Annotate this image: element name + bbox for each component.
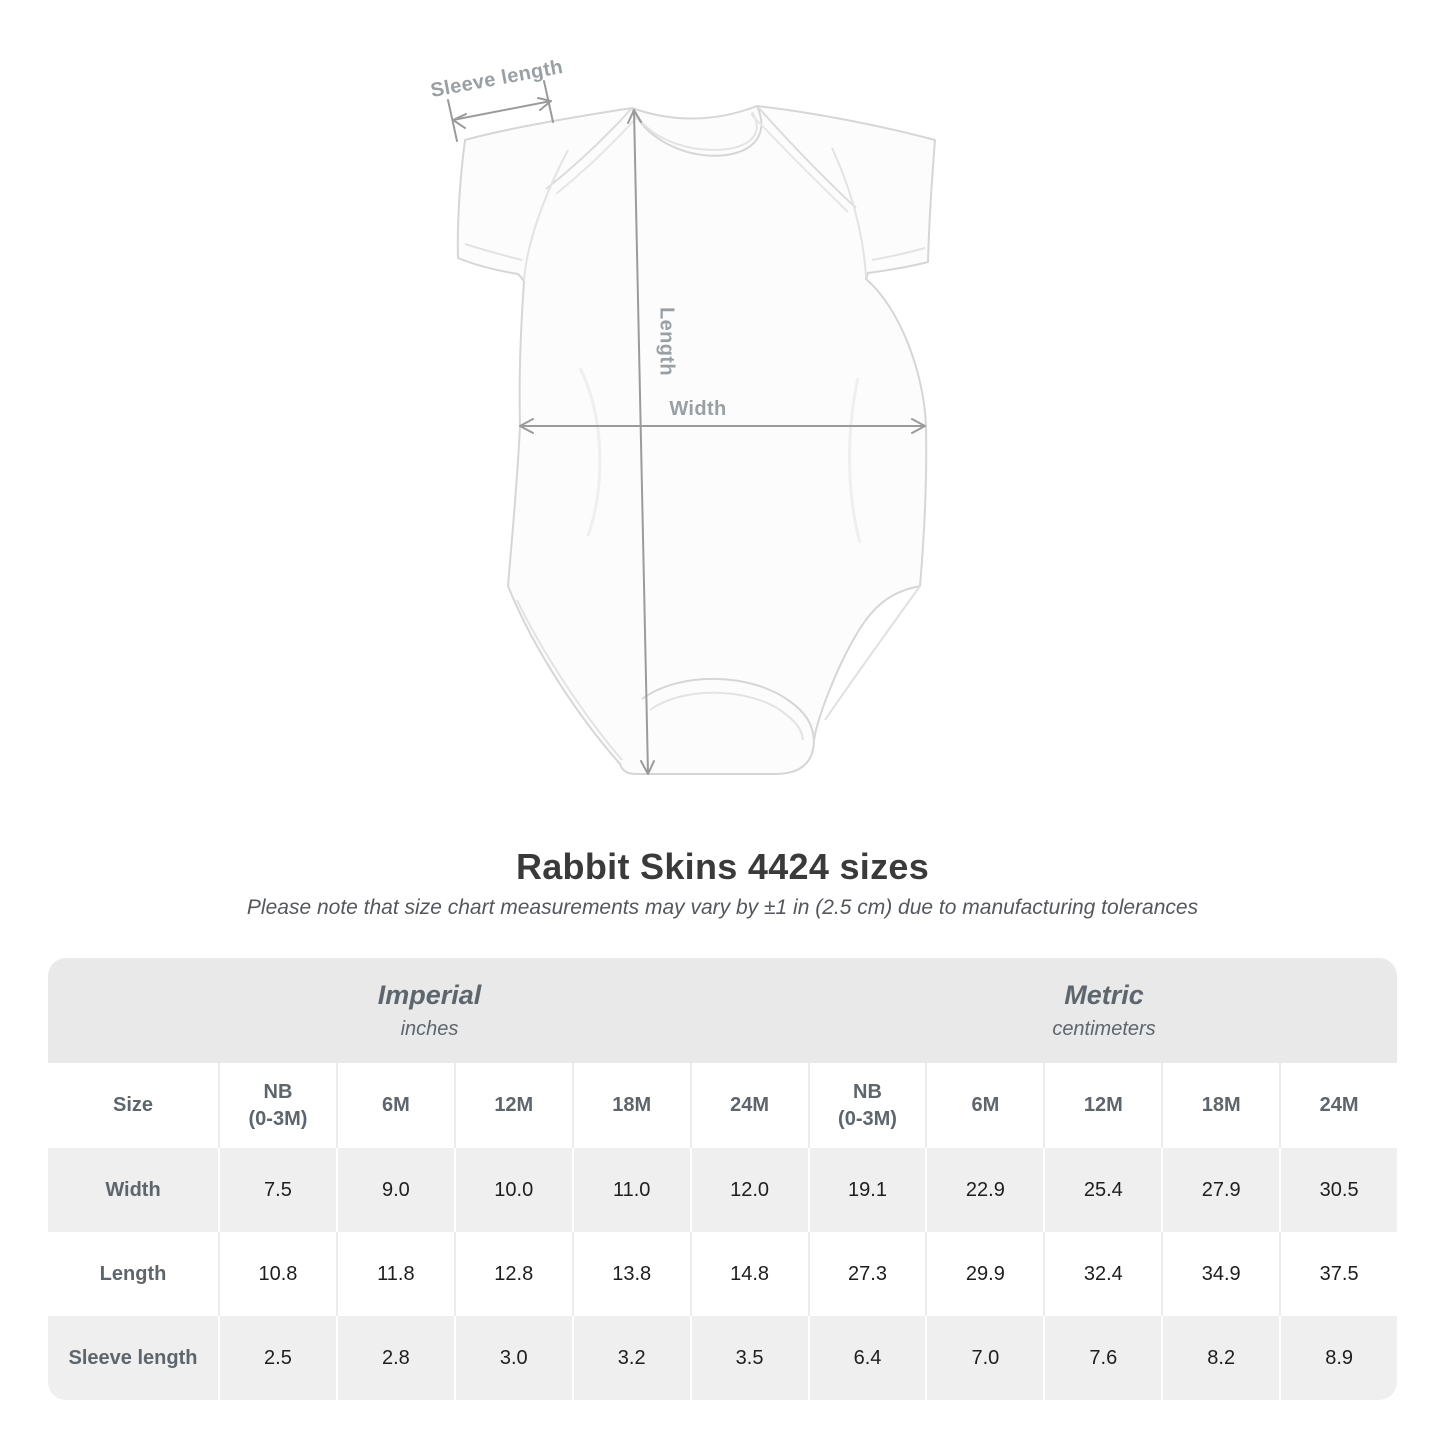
table-row-length: Length 10.8 11.8 12.8 13.8 14.8 27.3 29.… xyxy=(48,1232,1397,1316)
value-cell: 2.8 xyxy=(335,1316,454,1400)
value-cell: 10.8 xyxy=(218,1232,336,1316)
onesie-crotch-flap-binding xyxy=(649,691,804,741)
row-label: Sleeve length xyxy=(68,1346,198,1369)
value-cell: 30.5 xyxy=(1279,1148,1397,1232)
value-cell: 32.4 xyxy=(1043,1232,1161,1316)
value-cell: 6.4 xyxy=(807,1316,926,1400)
onesie-right-cuff-hem xyxy=(871,247,926,261)
imperial-label: Imperial xyxy=(377,980,482,1010)
value-cell: 3.0 xyxy=(453,1316,572,1400)
column-header: 18M xyxy=(1161,1063,1279,1148)
column-header: 12M xyxy=(1043,1063,1161,1148)
tolerance-note: Please note that size chart measurements… xyxy=(246,896,1199,919)
value-cell: 8.9 xyxy=(1279,1316,1397,1400)
onesie-right-lap-flap-binding xyxy=(750,113,849,213)
page-title: Rabbit Skins 4424 sizes xyxy=(515,846,930,887)
size-header-row: Size NB (0-3M) 6M 12M 18M 24M NB (0-3M) … xyxy=(48,1063,1397,1148)
value-cell: 3.2 xyxy=(571,1316,690,1400)
onesie-left-lap-flap-binding xyxy=(555,116,638,195)
metric-unit-label: centimeters xyxy=(1052,1018,1156,1040)
measurement-arrows xyxy=(447,80,926,775)
metric-label: Metric xyxy=(1064,980,1144,1010)
imperial-unit-label: inches xyxy=(400,1018,459,1040)
value-cell: 10.0 xyxy=(453,1148,572,1232)
value-cell: 29.9 xyxy=(925,1232,1043,1316)
unit-system-header: Imperial inches Metric centimeters xyxy=(48,958,1397,1063)
onesie-neckline-band xyxy=(636,111,758,151)
value-cell: 7.6 xyxy=(1043,1316,1161,1400)
size-header-cell: Size xyxy=(112,1094,154,1116)
value-cell: 3.5 xyxy=(689,1316,808,1400)
onesie-right-lap-flap xyxy=(756,105,857,209)
imperial-group-header: Imperial inches xyxy=(48,958,811,1063)
value-cell: 14.8 xyxy=(689,1232,808,1316)
column-header: 12M xyxy=(453,1063,572,1148)
value-cell: 27.9 xyxy=(1161,1148,1279,1232)
column-header: 6M xyxy=(925,1063,1043,1148)
size-chart-table: Imperial inches Metric centimeters Size … xyxy=(48,958,1397,1400)
value-cell: 25.4 xyxy=(1043,1148,1161,1232)
column-header: 18M xyxy=(571,1063,690,1148)
onesie-left-leg-binding xyxy=(516,599,623,761)
onesie-left-armhole-seam xyxy=(523,149,569,281)
value-cell: 34.9 xyxy=(1161,1232,1279,1316)
width-arrow xyxy=(519,418,926,434)
value-cell: 11.0 xyxy=(571,1148,690,1232)
onesie-body xyxy=(456,105,936,775)
sleeve-length-ticks xyxy=(447,80,554,142)
column-header: 24M xyxy=(689,1063,808,1148)
onesie-diagram xyxy=(447,80,936,775)
value-cell: 19.1 xyxy=(807,1148,926,1232)
onesie-right-armhole-seam xyxy=(831,147,867,278)
metric-group-header: Metric centimeters xyxy=(811,958,1397,1063)
onesie-fold-line xyxy=(848,377,862,544)
column-header: NB (0-3M) xyxy=(807,1063,926,1148)
value-cell: 22.9 xyxy=(925,1148,1043,1232)
onesie-left-lap-flap xyxy=(545,107,633,190)
sleeve-length-arrow xyxy=(452,97,552,129)
onesie-left-cuff-hem xyxy=(464,243,523,261)
row-label: Width xyxy=(105,1178,161,1201)
length-arrow xyxy=(627,109,655,775)
column-header: 24M xyxy=(1279,1063,1397,1148)
value-cell: 27.3 xyxy=(807,1232,926,1316)
value-cell: 13.8 xyxy=(571,1232,690,1316)
value-cell: 8.2 xyxy=(1161,1316,1279,1400)
value-cell: 2.5 xyxy=(218,1316,336,1400)
value-cell: 11.8 xyxy=(335,1232,454,1316)
column-header: NB (0-3M) xyxy=(218,1063,336,1148)
value-cell: 12.8 xyxy=(453,1232,572,1316)
onesie-neckline-front xyxy=(631,105,763,157)
width-label: Width xyxy=(669,398,727,420)
value-cell: 7.5 xyxy=(218,1148,336,1232)
onesie-fold-line xyxy=(578,367,602,537)
value-cell: 37.5 xyxy=(1279,1232,1397,1316)
table-row-sleeve-length: Sleeve length 2.5 2.8 3.0 3.2 3.5 6.4 7.… xyxy=(48,1316,1397,1400)
length-label: Length xyxy=(655,306,678,377)
value-cell: 12.0 xyxy=(689,1148,808,1232)
table-row-width: Width 7.5 9.0 10.0 11.0 12.0 19.1 22.9 2… xyxy=(48,1148,1397,1232)
value-cell: 7.0 xyxy=(925,1316,1043,1400)
row-label: Length xyxy=(99,1262,167,1285)
value-cell: 9.0 xyxy=(335,1148,454,1232)
onesie-crotch-flap xyxy=(641,677,815,742)
column-header: 6M xyxy=(335,1063,454,1148)
onesie-right-leg-seam xyxy=(824,585,921,721)
